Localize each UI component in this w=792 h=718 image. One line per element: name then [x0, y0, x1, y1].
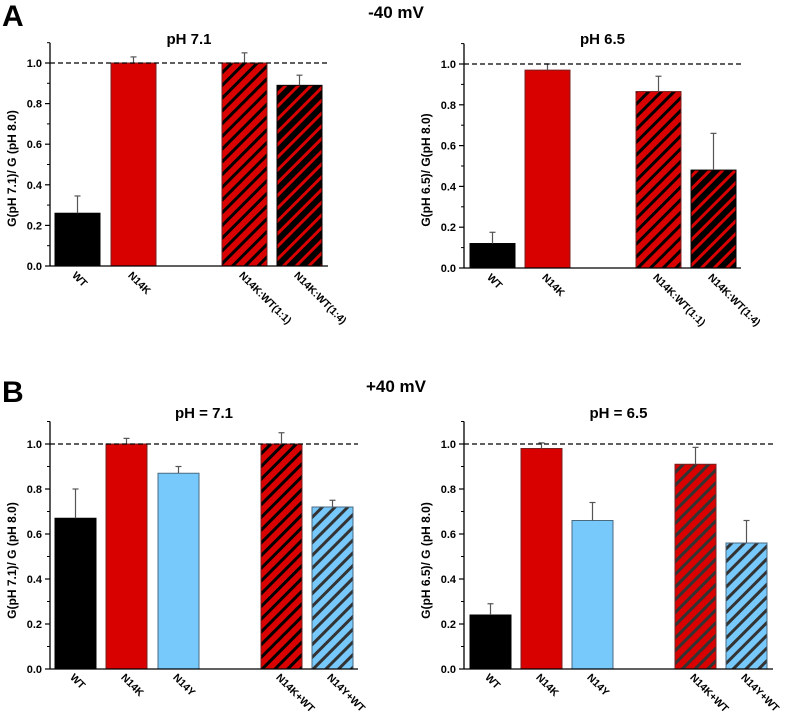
- x-tick-label: N14K:WT(1:4): [291, 270, 348, 327]
- y-tick-label: 1.0: [27, 58, 42, 70]
- bar-n14y: [571, 520, 614, 670]
- y-tick-label: 0.8: [441, 100, 456, 112]
- y-axis-label: G(pH 7.1)/ G (pH 8.0): [5, 110, 19, 227]
- bar-wt: [469, 243, 516, 269]
- panel-label-b: B: [2, 376, 24, 409]
- y-tick-label: 1.0: [441, 59, 456, 71]
- y-tick-label: 1.0: [27, 439, 42, 451]
- heading-minus-40mv: -40 mV: [368, 3, 424, 22]
- y-tick-label: 0.8: [27, 99, 42, 111]
- bar-n14k-wt-1-1-: [635, 91, 682, 269]
- chart-title: pH = 6.5: [590, 405, 648, 422]
- y-tick-label: 0.8: [441, 484, 456, 496]
- y-tick-label: 0.0: [27, 664, 42, 676]
- bar-n14k-wt-1-4-: [276, 84, 323, 267]
- y-axis-label: G(pH 6.5)/ G (pH 8.0): [419, 502, 433, 619]
- x-tick-label: N14K:WT(1:1): [236, 270, 293, 327]
- x-tick-label: N14K:WT(1:4): [705, 272, 762, 329]
- y-tick-label: 0.2: [441, 619, 456, 631]
- bar-n14k-wt: [674, 463, 717, 670]
- y-tick-label: 0.6: [27, 529, 42, 541]
- x-tick-label: WT: [69, 270, 89, 290]
- bar-n14y-wt: [725, 542, 768, 670]
- bar-wt: [54, 517, 97, 670]
- x-tick-label: WT: [67, 672, 87, 692]
- y-tick-label: 0.6: [441, 529, 456, 541]
- y-tick-label: 0.8: [27, 484, 42, 496]
- y-tick-label: 0.2: [27, 619, 42, 631]
- y-tick-label: 1.0: [441, 439, 456, 451]
- y-axis-label: G(pH 7.1)/ G (pH 8.0): [5, 502, 19, 619]
- bar-n14k: [520, 448, 563, 670]
- chart-a-left: pH 7.1 G(pH 7.1)/ G (pH 8.0) WT N14K N14K:WT…: [5, 31, 349, 327]
- y-tick-label: 0.6: [27, 139, 42, 151]
- chart-a-right: pH 6.5 G(pH 6.5)/ G(pH 8.0) WT N14K N14K:WT(…: [419, 31, 763, 329]
- bar-n14k: [105, 443, 148, 670]
- x-tick-label: N14K: [118, 672, 146, 700]
- heading-plus-40mv: +40 mV: [366, 377, 427, 396]
- y-tick-label: 0.0: [441, 664, 456, 676]
- x-tick-label: N14Y+WT: [324, 672, 367, 715]
- bar-n14y: [157, 472, 200, 670]
- x-tick-label: N14Y: [170, 672, 197, 699]
- y-tick-label: 0.4: [27, 180, 43, 192]
- y-tick-label: 0.4: [27, 574, 43, 586]
- bar-n14y-wt: [311, 506, 354, 670]
- x-tick-label: N14K:WT(1:1): [650, 272, 707, 329]
- y-tick-label: 0.2: [441, 222, 456, 234]
- x-tick-label: N14Y+WT: [738, 672, 781, 715]
- x-tick-label: WT: [484, 272, 504, 292]
- y-tick-label: 0.4: [441, 181, 457, 193]
- x-tick-label: N14K: [125, 270, 153, 298]
- bar-n14k: [524, 69, 571, 269]
- x-tick-label: WT: [482, 672, 502, 692]
- chart-title: pH = 7.1: [175, 405, 233, 422]
- y-tick-label: 0.4: [441, 574, 457, 586]
- x-tick-label: N14Y: [584, 672, 611, 699]
- y-axis-label: G(pH 6.5)/ G(pH 8.0): [419, 113, 433, 226]
- x-tick-label: N14K: [539, 272, 567, 300]
- x-tick-label: N14K: [533, 672, 561, 700]
- chart-title: pH 6.5: [580, 31, 625, 48]
- bar-n14k-wt-1-4-: [690, 169, 737, 269]
- chart-b-left: pH = 7.1 G(pH 7.1)/ G (pH 8.0) WT N14K N14Y N…: [5, 405, 368, 715]
- x-tick-label: N14K+WT: [273, 672, 317, 716]
- x-tick-label: N14K+WT: [687, 672, 731, 716]
- bar-wt: [54, 212, 101, 267]
- chart-b-right: pH = 6.5 G(pH 6.5)/ G (pH 8.0) WT N14K N14Y N…: [419, 405, 782, 715]
- y-tick-label: 0.0: [27, 261, 42, 273]
- bar-n14k-wt: [260, 443, 303, 670]
- bar-n14k: [110, 62, 157, 267]
- panel-label-a: A: [2, 0, 24, 33]
- bar-wt: [469, 614, 512, 670]
- y-tick-label: 0.6: [441, 141, 456, 153]
- y-tick-label: 0.2: [27, 220, 42, 232]
- bar-n14k-wt-1-1-: [221, 62, 268, 267]
- chart-title: pH 7.1: [166, 31, 211, 48]
- y-tick-label: 0.0: [441, 263, 456, 275]
